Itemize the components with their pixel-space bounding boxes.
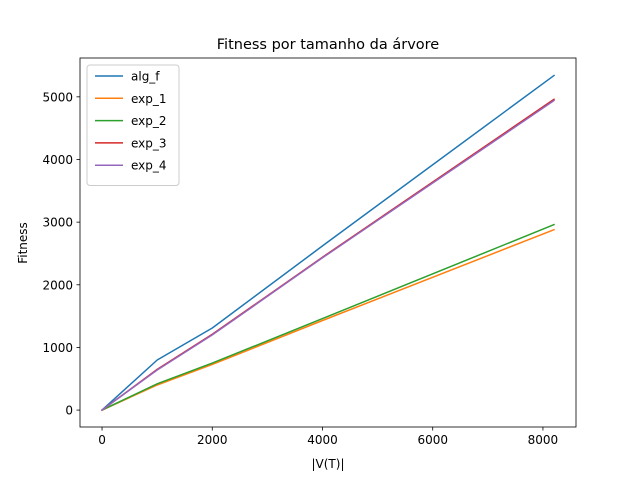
x-tick-label: 6000: [417, 433, 448, 447]
legend-label-exp_1: exp_1: [131, 92, 167, 106]
legend-label-exp_4: exp_4: [131, 159, 167, 173]
plot-area: [79, 57, 577, 428]
x-tick-label: 0: [98, 433, 106, 447]
y-axis: 0 1000 2000 3000 4000 5000: [42, 90, 80, 418]
y-axis-label: Fitness: [16, 222, 30, 264]
x-tick-label: 2000: [197, 433, 228, 447]
legend-box: [86, 64, 180, 186]
y-tick-label: 5000: [42, 90, 73, 104]
y-tick-label: 4000: [42, 153, 73, 167]
y-tick-label: 2000: [42, 278, 73, 292]
axes-frame: [79, 57, 577, 428]
series-line-exp_4: [100, 99, 556, 412]
y-tick-label: 0: [65, 404, 73, 418]
legend: alg_f exp_1 exp_2 exp_3 exp_4: [86, 64, 180, 186]
y-tick-label: 1000: [42, 341, 73, 355]
chart-title: Fitness por tamanho da árvore: [217, 37, 440, 53]
x-axis-label: |V(T)|: [312, 457, 345, 471]
legend-label-alg_f: alg_f: [131, 70, 160, 84]
y-tick-label: 3000: [42, 216, 73, 230]
series-line-exp_2: [101, 223, 555, 412]
x-tick-label: 4000: [307, 433, 338, 447]
series-line-alg_f: [100, 74, 556, 412]
x-tick-label: 8000: [528, 433, 559, 447]
legend-label-exp_3: exp_3: [131, 136, 167, 150]
legend-label-exp_2: exp_2: [131, 114, 167, 128]
x-axis: 0 2000 4000 6000 8000: [98, 427, 558, 447]
